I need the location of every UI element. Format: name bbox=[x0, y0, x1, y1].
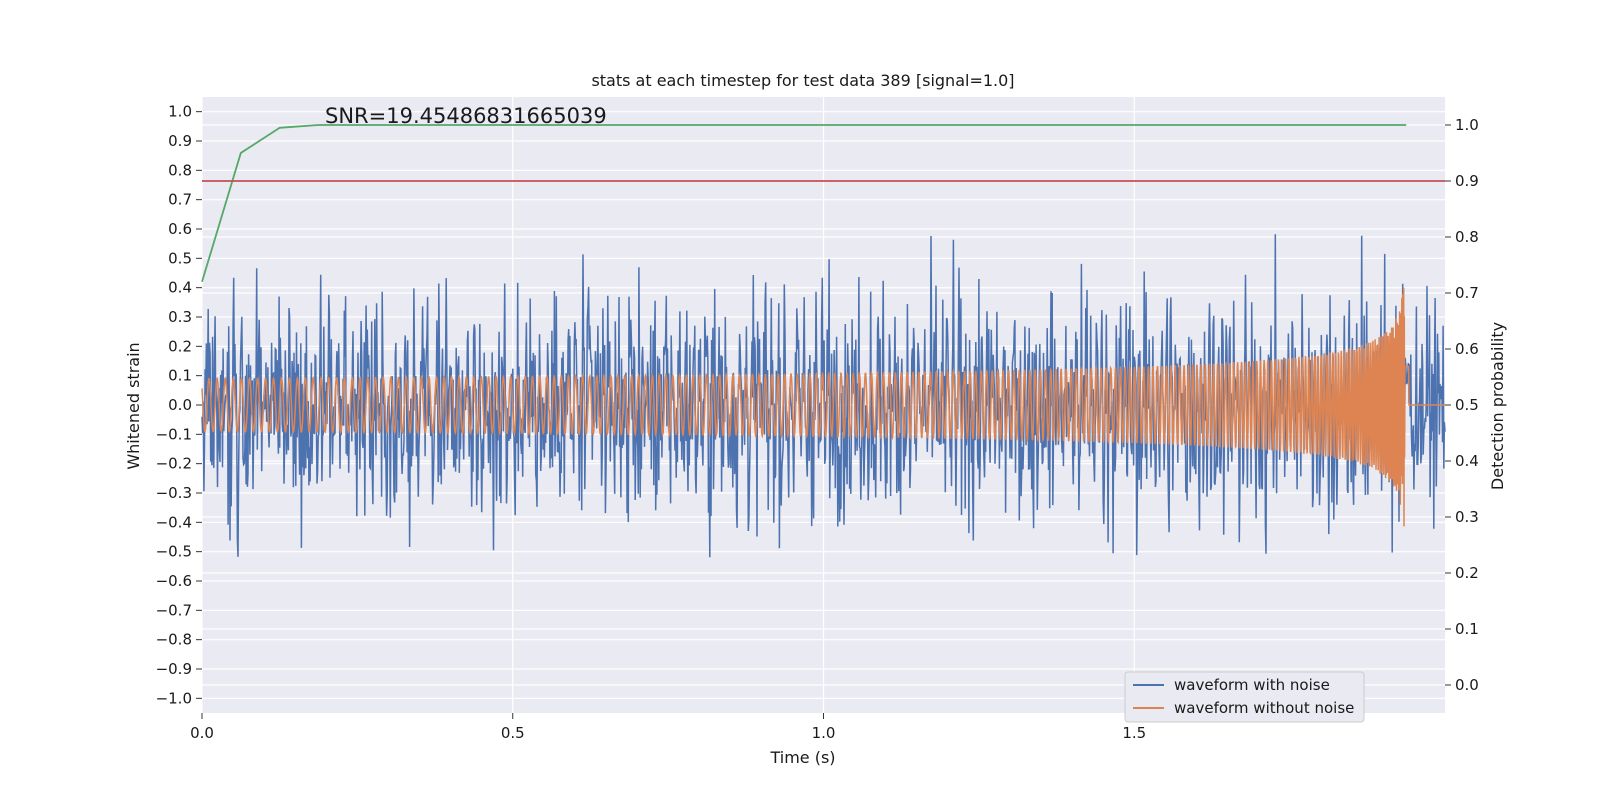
y-tick-label: −0.9 bbox=[156, 660, 192, 678]
y2-tick-label: 0.9 bbox=[1455, 172, 1479, 190]
y-tick-label: 0.2 bbox=[168, 337, 192, 355]
x-axis-label: Time (s) bbox=[769, 748, 835, 767]
y-tick-label: −1.0 bbox=[156, 689, 192, 707]
y-tick-label: 0.1 bbox=[168, 367, 192, 385]
y2-tick-label: 0.6 bbox=[1455, 340, 1479, 358]
y-tick-label: 0.9 bbox=[168, 132, 192, 150]
left-axis-ticks: −1.0 −0.9 −0.8 −0.7 −0.6 −0.5 −0.4 −0.3 −0.2 −0.1… bbox=[156, 103, 202, 707]
x-tick-label: 1.5 bbox=[1122, 724, 1146, 742]
legend-box bbox=[1124, 671, 1365, 723]
legend-label-noise: waveform with noise bbox=[1174, 676, 1330, 694]
y-tick-label: 0.5 bbox=[168, 249, 192, 267]
x-axis-ticks: 0.0 0.5 1.0 1.5 bbox=[190, 713, 1146, 742]
y-tick-label: 0.0 bbox=[168, 396, 192, 414]
series-lines bbox=[201, 124, 1446, 558]
legend: waveform with noise waveform without noi… bbox=[1124, 671, 1365, 723]
y2-tick-label: 0.2 bbox=[1455, 564, 1479, 582]
series-waveform-without-noise bbox=[201, 287, 1445, 527]
right-axis-ticks: 0.0 0.1 0.2 0.3 0.4 0.5 0.6 0.7 0.8 0.9 1.0 bbox=[1445, 116, 1479, 694]
y-tick-label: −0.7 bbox=[156, 601, 192, 619]
y-tick-label: 1.0 bbox=[168, 103, 192, 121]
legend-label-clean: waveform without noise bbox=[1174, 699, 1354, 717]
y-tick-label: −0.4 bbox=[156, 513, 192, 531]
y-tick-label: 0.6 bbox=[168, 220, 192, 238]
y-tick-label: −0.8 bbox=[156, 631, 192, 649]
x-tick-label: 1.0 bbox=[812, 724, 836, 742]
y2-tick-label: 0.1 bbox=[1455, 620, 1479, 638]
y-tick-label: −0.6 bbox=[156, 572, 192, 590]
y2-tick-label: 0.5 bbox=[1455, 396, 1479, 414]
y-tick-label: −0.3 bbox=[156, 484, 192, 502]
x-tick-label: 0.0 bbox=[190, 724, 214, 742]
snr-annotation: SNR=19.45486831665039 bbox=[325, 104, 607, 128]
chart-title: stats at each timestep for test data 389… bbox=[591, 71, 1014, 90]
y2-tick-label: 1.0 bbox=[1455, 116, 1479, 134]
y2-tick-label: 0.8 bbox=[1455, 228, 1479, 246]
y2-tick-label: 0.3 bbox=[1455, 508, 1479, 526]
y-tick-label: 0.8 bbox=[168, 161, 192, 179]
y-axis-label: Whitened strain bbox=[124, 342, 143, 469]
y-tick-label: −0.2 bbox=[156, 455, 192, 473]
x-tick-label: 0.5 bbox=[501, 724, 525, 742]
y-tick-label: −0.5 bbox=[156, 543, 192, 561]
series-detection-probability bbox=[201, 124, 1407, 283]
y-tick-label: 0.4 bbox=[168, 279, 192, 297]
y2-tick-label: 0.4 bbox=[1455, 452, 1479, 470]
y2-tick-label: 0.7 bbox=[1455, 284, 1479, 302]
y-tick-label: 0.7 bbox=[168, 191, 192, 209]
y-tick-label: 0.3 bbox=[168, 308, 192, 326]
y-tick-label: −0.1 bbox=[156, 425, 192, 443]
y2-tick-label: 0.0 bbox=[1455, 676, 1479, 694]
right-y-axis-label: Detection probability bbox=[1488, 322, 1507, 490]
